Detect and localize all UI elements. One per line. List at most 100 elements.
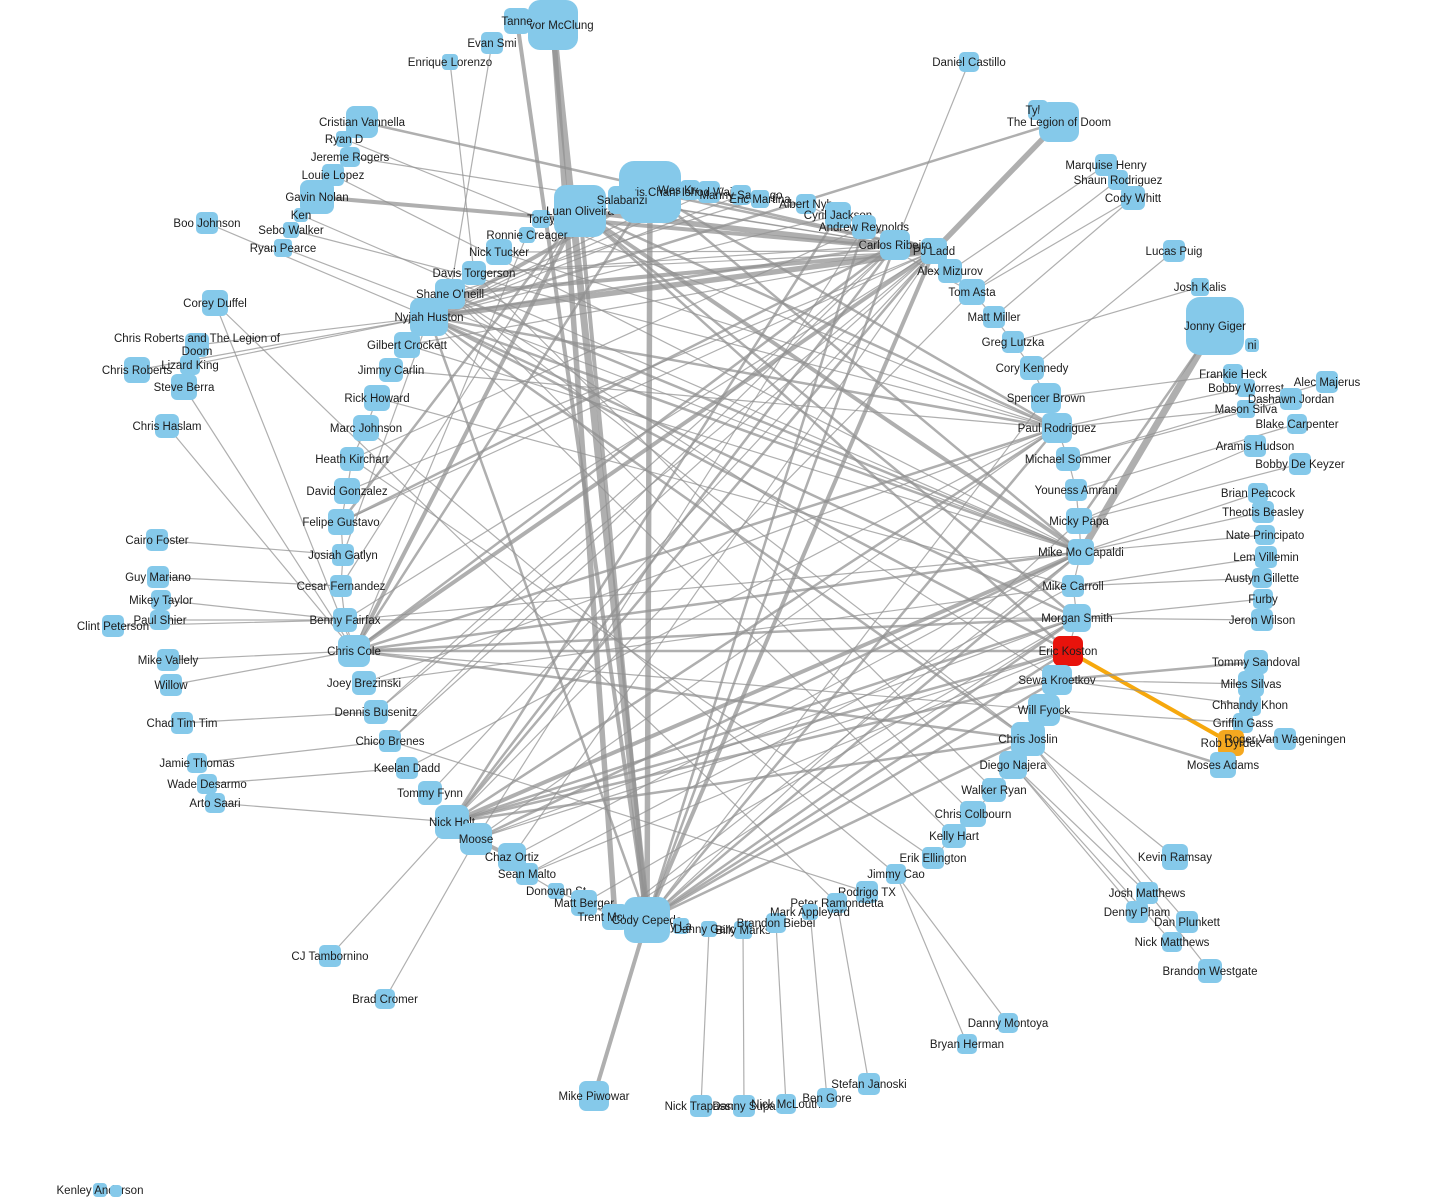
graph-node-sebo-walker[interactable] [283, 222, 299, 238]
graph-node-will-fyock[interactable] [1028, 694, 1060, 726]
graph-node-ishod-wair[interactable] [698, 181, 720, 203]
graph-node-moses-adams[interactable] [1210, 752, 1236, 778]
graph-node-chris-roberts[interactable] [124, 357, 150, 383]
graph-node-cyril-jackson[interactable] [825, 202, 851, 228]
graph-node-eric-martina[interactable] [751, 190, 769, 208]
graph-node-chris-colbourn[interactable] [960, 801, 986, 827]
graph-node-youness-amrani[interactable] [1065, 479, 1087, 501]
graph-node-aramis-hudson[interactable] [1244, 435, 1266, 457]
graph-node-danny-supa[interactable] [733, 1095, 755, 1117]
graph-node-davis-torgerson[interactable] [462, 261, 486, 285]
graph-node-greg-lutzka[interactable] [1002, 331, 1024, 353]
graph-node-walker-ryan[interactable] [982, 778, 1006, 802]
graph-node-mason-silva[interactable] [1237, 400, 1255, 418]
graph-node-ryan-d[interactable] [336, 131, 352, 147]
graph-node-ni[interactable] [1245, 338, 1259, 352]
graph-node-carlos-ribeiro[interactable] [880, 230, 910, 260]
graph-node-manny-santiago[interactable] [731, 185, 751, 205]
graph-node-diego-najera[interactable] [999, 751, 1027, 779]
graph-node-cesar-fernandez[interactable] [330, 575, 352, 597]
graph-node-mike-carroll[interactable] [1062, 575, 1084, 597]
graph-node-mike-mo-capaldi[interactable] [1068, 539, 1094, 565]
graph-node-morgan-smith[interactable] [1063, 604, 1091, 632]
graph-node-rob-dyrdek[interactable] [1218, 730, 1244, 756]
graph-node-wes-kremer[interactable] [680, 180, 700, 200]
graph-node-guy-mariano[interactable] [147, 566, 169, 588]
graph-node-kenley-anderson[interactable] [93, 1183, 107, 1197]
graph-node-eric-koston[interactable] [1053, 636, 1083, 666]
graph-node-corey-duffel[interactable] [202, 290, 228, 316]
graph-node-joey-brezinski[interactable] [352, 671, 376, 695]
graph-node-salabanzi[interactable] [608, 186, 636, 214]
graph-node-chris-haslam[interactable] [155, 414, 179, 438]
graph-node-josh-kalis[interactable] [1191, 278, 1209, 296]
graph-node-brad-cromer[interactable] [375, 989, 395, 1009]
graph-node-roger-van-wageningen[interactable] [1274, 728, 1296, 750]
graph-node-austyn-gillette[interactable] [1252, 568, 1272, 588]
graph-node-sean-malto[interactable] [516, 863, 538, 885]
graph-node-tom-asta[interactable] [959, 279, 985, 305]
graph-node-chris-roberts-and-the-legion-of-doom[interactable] [185, 333, 209, 357]
graph-node-arto-saari[interactable] [205, 793, 225, 813]
graph-node-chico-brenes[interactable] [379, 730, 401, 752]
graph-node-brandon-biebel[interactable] [766, 913, 786, 933]
graph-node-lem-villemin[interactable] [1255, 546, 1277, 568]
graph-node-nate-principato[interactable] [1255, 525, 1275, 545]
graph-node-mike-piwowar[interactable] [579, 1081, 609, 1111]
graph-node-node-151[interactable] [110, 1185, 122, 1197]
graph-node-cristian-vannella[interactable] [346, 106, 378, 138]
graph-node-jonny-giger[interactable] [1186, 297, 1244, 355]
graph-node-griffin-gass[interactable] [1233, 713, 1253, 733]
graph-node-pj-ladd[interactable] [921, 238, 947, 264]
graph-node-peter-ramondetta[interactable] [827, 893, 847, 913]
graph-node-nick-tucker[interactable] [486, 239, 512, 265]
graph-node-alec-majerus[interactable] [1316, 371, 1338, 393]
graph-node-spencer-brown[interactable] [1031, 383, 1061, 413]
graph-node-david-gonzalez[interactable] [334, 478, 360, 504]
graph-node-josh-matthews[interactable] [1136, 882, 1158, 904]
graph-node-jimmy-carlin[interactable] [379, 358, 403, 382]
graph-node-erik-ellington[interactable] [922, 847, 944, 869]
graph-node-blake-carpenter[interactable] [1287, 414, 1307, 434]
graph-node-bobby-worrest[interactable] [1237, 379, 1255, 397]
graph-node-luan-oliveira[interactable] [554, 185, 606, 237]
graph-node-ben-gore[interactable] [817, 1088, 837, 1108]
graph-node-kevin-ramsay[interactable] [1162, 844, 1188, 870]
graph-node-jeron-wilson[interactable] [1251, 609, 1273, 631]
graph-node-willow[interactable] [160, 674, 182, 696]
graph-node-theotis-beasley[interactable] [1252, 501, 1274, 523]
graph-node-dashawn-jordan[interactable] [1280, 388, 1302, 410]
graph-node-moose[interactable] [460, 823, 492, 855]
graph-node-jereme-rogers[interactable] [340, 147, 360, 167]
graph-node-stefan-janoski[interactable] [858, 1073, 880, 1095]
graph-node-tommy-fynn[interactable] [418, 781, 442, 805]
graph-node-ronnie-creager[interactable] [519, 227, 535, 243]
graph-node-boo-johnson[interactable] [196, 212, 218, 234]
graph-node-gavin-nolan[interactable] [300, 180, 334, 214]
graph-node-denny-pham[interactable] [1126, 901, 1148, 923]
graph-node-jamie-thomas[interactable] [187, 753, 207, 773]
graph-node-chris-joslin[interactable] [1011, 722, 1045, 756]
graph-node-michael-sommer[interactable] [1056, 447, 1080, 471]
graph-node-paul-rodriguez[interactable] [1042, 413, 1072, 443]
graph-node-enrique-lorenzo[interactable] [442, 54, 458, 70]
graph-node-josiah-gatlyn[interactable] [332, 544, 354, 566]
graph-node-mikey-taylor[interactable] [151, 590, 171, 610]
graph-node-y-la[interactable] [673, 918, 689, 934]
graph-node-felipe-gustavo[interactable] [328, 509, 354, 535]
graph-node-kelly-hart[interactable] [942, 824, 966, 848]
graph-node-daniel-castillo[interactable] [959, 52, 979, 72]
graph-node-paul-shier[interactable] [150, 610, 170, 630]
graph-node-micky-papa[interactable] [1066, 508, 1092, 534]
graph-node-tommy-sandoval[interactable] [1244, 650, 1268, 674]
graph-node-rodrigo-tx[interactable] [856, 881, 878, 903]
graph-node-nick-matthews[interactable] [1162, 932, 1182, 952]
graph-node-nick-trapasso[interactable] [690, 1095, 712, 1117]
graph-node-nyjah-huston[interactable] [410, 298, 448, 336]
graph-node-wade-desarmo[interactable] [197, 774, 217, 794]
graph-node-ryan-pearce[interactable] [274, 239, 292, 257]
graph-node-clint-peterson[interactable] [102, 615, 124, 637]
graph-node-sewa-kroetkov[interactable] [1042, 665, 1072, 695]
graph-node-dan-plunkett[interactable] [1176, 911, 1198, 933]
graph-node-brandon-westgate[interactable] [1198, 959, 1222, 983]
